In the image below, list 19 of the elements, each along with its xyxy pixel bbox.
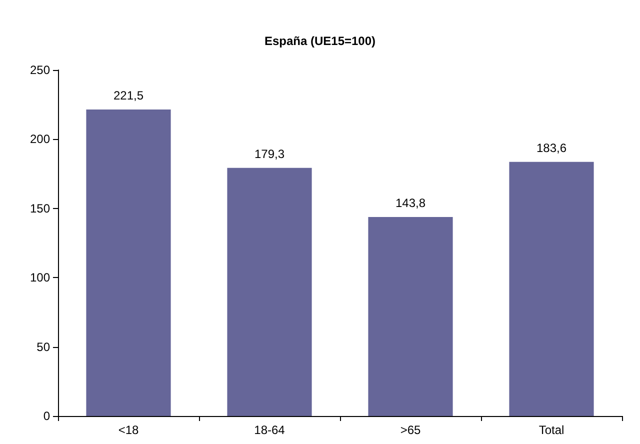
y-tick-label: 50 [36,340,50,354]
x-tick-label: <18 [118,423,139,437]
y-tick-label: 250 [30,63,50,77]
x-tick-label: Total [538,423,564,437]
data-label: 179,3 [254,146,285,161]
x-tick-label: 18-64 [254,423,286,437]
chart-title: España (UE15=100) [264,34,376,48]
bar [227,168,312,416]
data-label: 183,6 [536,140,567,155]
y-tick-label: 150 [30,201,50,216]
bar [509,162,594,416]
bar [368,216,453,416]
data-label: 143,8 [395,196,426,210]
y-tick-label: 0 [43,409,50,423]
data-label: 221,5 [113,88,144,102]
x-tick-label: >65 [400,423,421,437]
y-tick-label: 200 [30,132,50,146]
bar [86,109,171,416]
y-tick-label: 100 [30,270,50,285]
